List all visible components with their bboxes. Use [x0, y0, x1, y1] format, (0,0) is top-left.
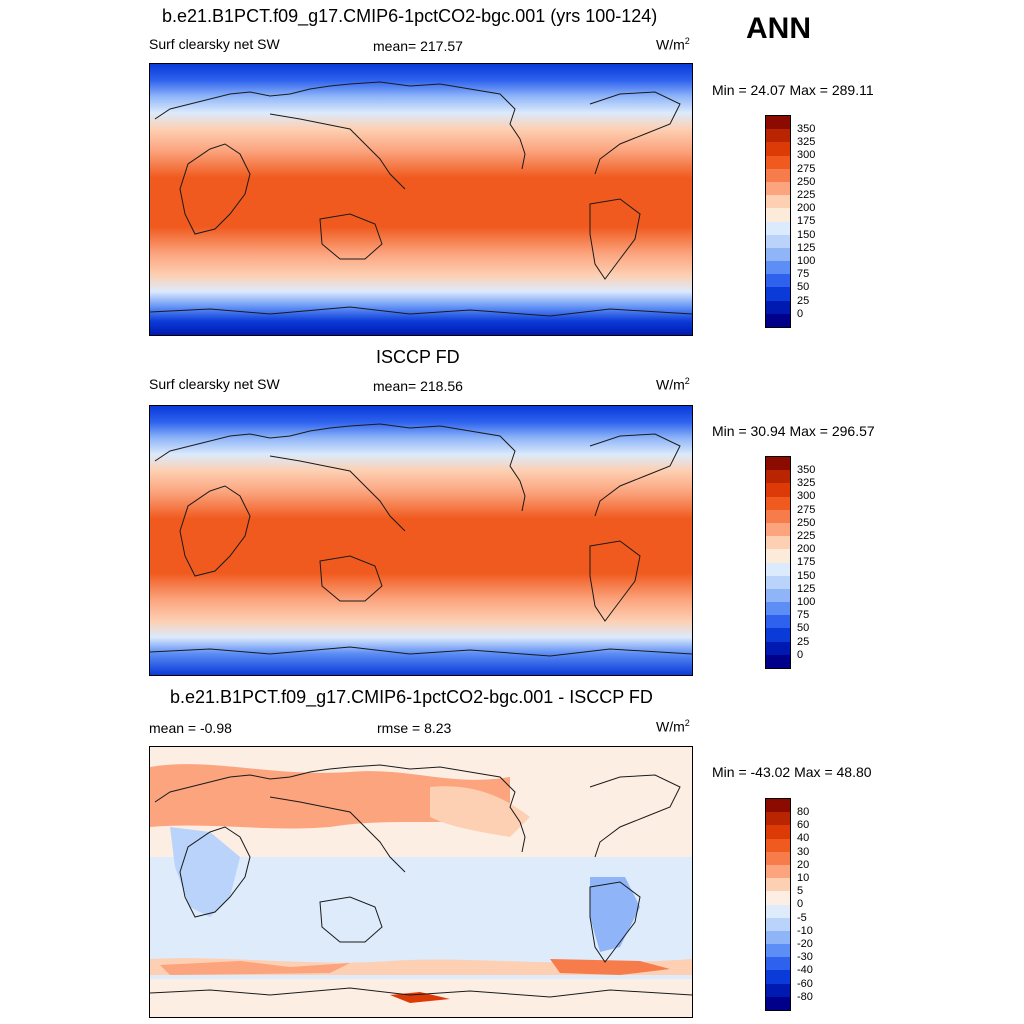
colorbar-tick-label: 0	[797, 649, 804, 661]
colorbar-tick-label: -60	[797, 978, 813, 990]
colorbar-tick-label: 300	[797, 149, 816, 161]
colorbar-tick-label: 275	[797, 504, 816, 516]
colorbar-tick-label: 50	[797, 622, 810, 634]
colorbar-tick-label: 80	[797, 806, 810, 818]
panel2-map	[149, 405, 693, 676]
colorbar-tick-label: -5	[797, 912, 807, 924]
panel1-minmax: Min = 24.07 Max = 289.11	[712, 82, 874, 98]
panel2-units-label: W/m2	[656, 376, 690, 393]
panel2-title: ISCCP FD	[376, 347, 460, 367]
colorbar-tick-label: 300	[797, 490, 816, 502]
colorbar-tick-label: 20	[797, 859, 810, 871]
colorbar-tick-label: 350	[797, 123, 816, 135]
panel3-title: b.e21.B1PCT.f09_g17.CMIP6-1pctCO2-bgc.00…	[170, 687, 653, 707]
panel3-colorbar	[765, 798, 791, 1011]
panel2-mean-label: mean= 218.56	[373, 378, 463, 394]
panel3-mean-label: mean = -0.98	[149, 720, 232, 736]
colorbar-tick-label: 150	[797, 570, 816, 582]
panel3-units-label: W/m2	[656, 718, 690, 735]
season-label: ANN	[746, 12, 811, 45]
colorbar-tick-label: 225	[797, 530, 816, 542]
colorbar-tick-label: 200	[797, 202, 816, 214]
panel2-colorbar	[765, 456, 791, 669]
colorbar-tick-label: 0	[797, 308, 804, 320]
colorbar-tick-label: 225	[797, 189, 816, 201]
colorbar-tick-label: 275	[797, 163, 816, 175]
panel1-variable-label: Surf clearsky net SW	[149, 36, 280, 52]
panel2-variable-label: Surf clearsky net SW	[149, 376, 280, 392]
panel3-rmse-label: rmse = 8.23	[377, 720, 452, 736]
panel1-title: b.e21.B1PCT.f09_g17.CMIP6-1pctCO2-bgc.00…	[162, 6, 658, 26]
colorbar-tick-label: 75	[797, 268, 810, 280]
panel1-map	[149, 63, 693, 336]
panel1-mean-label: mean= 217.57	[373, 38, 463, 54]
panel3-minmax: Min = -43.02 Max = 48.80	[712, 764, 872, 780]
colorbar-tick-label: 350	[797, 464, 816, 476]
panel1-contour-field	[150, 64, 692, 335]
panel2-contour-field	[150, 406, 692, 675]
colorbar-tick-label: -30	[797, 951, 813, 963]
panel2-minmax: Min = 30.94 Max = 296.57	[712, 423, 875, 439]
colorbar-tick-label: 5	[797, 885, 804, 897]
panel1-colorbar	[765, 115, 791, 328]
colorbar-tick-label: 60	[797, 819, 810, 831]
colorbar-tick-label: 75	[797, 609, 810, 621]
colorbar-tick-label: 150	[797, 229, 816, 241]
panel3-contour-field	[150, 747, 692, 1017]
colorbar-tick-label: -10	[797, 925, 813, 937]
colorbar-tick-label: -40	[797, 964, 813, 976]
colorbar-tick-label: 250	[797, 176, 816, 188]
colorbar-tick-label: 30	[797, 846, 810, 858]
colorbar-tick-label: 10	[797, 872, 810, 884]
colorbar-tick-label: 100	[797, 255, 816, 267]
colorbar-tick-label: 50	[797, 281, 810, 293]
colorbar-tick-label: 25	[797, 636, 810, 648]
colorbar-tick-label: 175	[797, 556, 816, 568]
colorbar-tick-label: 40	[797, 832, 810, 844]
colorbar-tick-label: 100	[797, 596, 816, 608]
colorbar-tick-label: 325	[797, 136, 816, 148]
colorbar-tick-label: 25	[797, 295, 810, 307]
colorbar-tick-label: 0	[797, 898, 804, 910]
colorbar-tick-label: -20	[797, 938, 813, 950]
colorbar-tick-label: 125	[797, 242, 816, 254]
colorbar-tick-label: 325	[797, 477, 816, 489]
colorbar-tick-label: 200	[797, 543, 816, 555]
panel3-map	[149, 746, 693, 1018]
colorbar-tick-label: 125	[797, 583, 816, 595]
colorbar-tick-label: 175	[797, 215, 816, 227]
panel1-units-label: W/m2	[656, 36, 690, 53]
colorbar-tick-label: 250	[797, 517, 816, 529]
colorbar-tick-label: -80	[797, 991, 813, 1003]
